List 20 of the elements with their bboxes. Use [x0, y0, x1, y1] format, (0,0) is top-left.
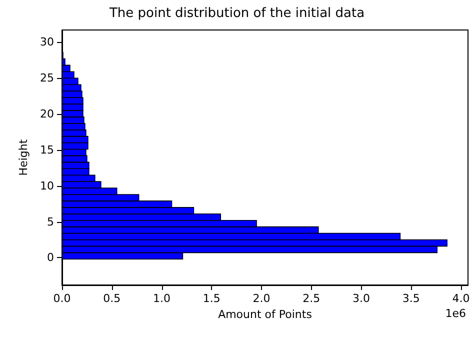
chart-title: The point distribution of the initial data: [108, 6, 365, 21]
x-tick-label: 3.5: [402, 292, 420, 305]
x-tick-label: 1.0: [153, 292, 171, 305]
x-tick-label: 1.5: [202, 292, 220, 305]
y-tick-label: 15: [40, 143, 54, 156]
y-axis-title: Height: [17, 138, 30, 176]
x-axis-title: Amount of Points: [218, 308, 312, 321]
x-tick-label: 4.0: [452, 292, 470, 305]
y-tick-label: 30: [40, 36, 54, 49]
y-tick-label: 0: [47, 251, 54, 264]
y-tick-label: 20: [40, 108, 54, 121]
y-tick-label: 25: [40, 72, 54, 85]
x-tick-label: 2.0: [252, 292, 270, 305]
x-tick-label: 0.0: [53, 292, 71, 305]
x-tick-label: 2.5: [302, 292, 320, 305]
y-tick-label: 5: [47, 215, 54, 228]
y-tick-label: 10: [40, 179, 54, 192]
x-tick-label: 3.0: [352, 292, 370, 305]
text: 1e6: [445, 307, 466, 320]
x-tick-label: 0.5: [103, 292, 121, 305]
